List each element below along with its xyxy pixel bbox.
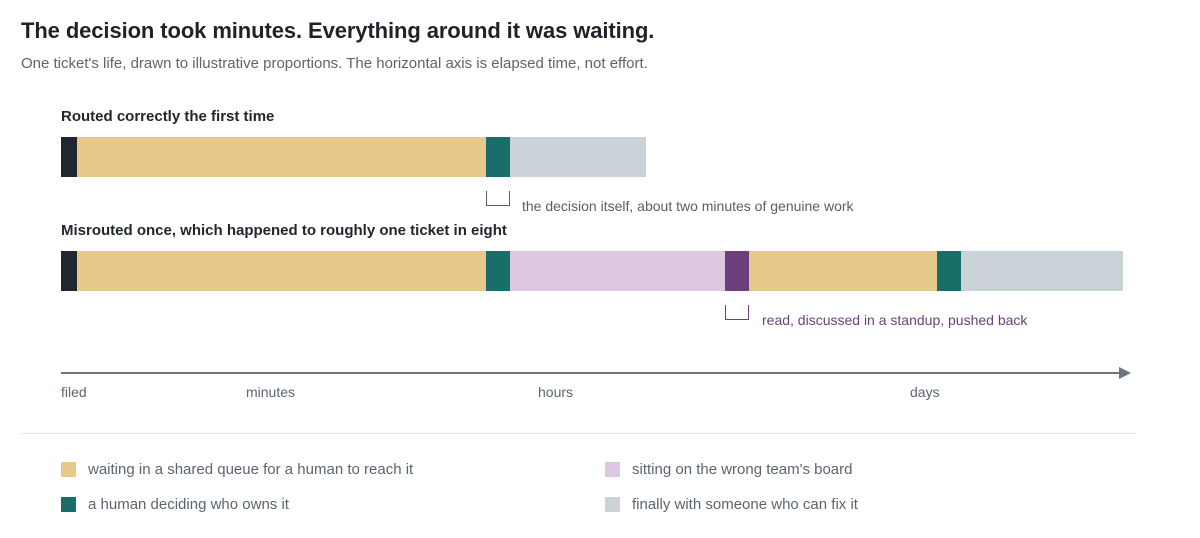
axis-label-filed: filed	[61, 384, 87, 400]
chart-subtitle: One ticket's life, drawn to illustrative…	[21, 55, 648, 72]
row-heading-misrouted: Misrouted once, which happened to roughl…	[61, 222, 507, 239]
segment-read-discussed	[725, 251, 749, 291]
segment-waiting	[77, 251, 486, 291]
legend-label: finally with someone who can fix it	[632, 495, 858, 513]
segment-filed	[61, 251, 77, 291]
legend-swatch	[605, 496, 620, 512]
legend-swatch	[61, 496, 76, 512]
row-heading-routed-correctly: Routed correctly the first time	[61, 108, 275, 125]
segment-wrong-board	[510, 251, 725, 291]
segment-fixing	[961, 251, 1123, 291]
segment-deciding	[486, 137, 510, 177]
time-axis-line	[61, 372, 1121, 374]
decision-annotation: the decision itself, about two minutes o…	[522, 198, 854, 214]
axis-label-hours: hours	[538, 384, 574, 400]
decision-bracket	[486, 191, 510, 206]
legend-item-waiting: waiting in a shared queue for a human to…	[61, 459, 413, 479]
legend-label: waiting in a shared queue for a human to…	[88, 460, 414, 478]
legend-item-fixing: finally with someone who can fix it	[605, 494, 858, 514]
segment-fixing	[510, 137, 646, 177]
legend-label: sitting on the wrong team's board	[632, 460, 853, 478]
legend-item-deciding: a human deciding who owns it	[61, 494, 289, 514]
legend-item-wrong-board: sitting on the wrong team's board	[605, 459, 853, 479]
axis-label-minutes: minutes	[246, 384, 296, 400]
standup-annotation: read, discussed in a standup, pushed bac…	[762, 312, 1028, 328]
timeline-bar-routed-correctly	[61, 137, 646, 177]
legend-swatch	[61, 461, 76, 477]
segment-filed	[61, 137, 77, 177]
axis-label-days: days	[910, 384, 940, 400]
chart-title: The decision took minutes. Everything ar…	[21, 18, 655, 43]
segment-waiting-again	[749, 251, 937, 291]
segment-deciding-again	[937, 251, 961, 291]
segment-deciding	[486, 251, 510, 291]
timeline-bar-misrouted	[61, 251, 1123, 291]
legend-swatch	[605, 461, 620, 477]
segment-waiting	[77, 137, 486, 177]
legend-label: a human deciding who owns it	[88, 495, 289, 513]
standup-bracket	[725, 305, 749, 320]
legend-divider	[21, 433, 1136, 434]
arrow-right-icon	[1119, 367, 1131, 379]
